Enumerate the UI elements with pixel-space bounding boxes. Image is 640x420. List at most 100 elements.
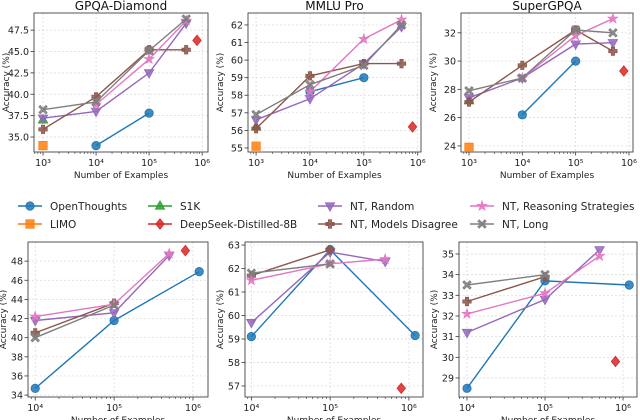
y-tick-label: 60: [231, 56, 243, 67]
series-nt-models-disagree: [246, 245, 335, 281]
plot-frame: [33, 12, 209, 153]
data-point-deepseek-distilled-8b: [619, 65, 629, 77]
y-tick-label: 32: [442, 311, 454, 322]
data-point-openthoughts: [517, 110, 527, 120]
y-tick-label: 62: [231, 20, 243, 31]
x-axis-label: Number of Examples: [71, 416, 166, 420]
y-tick-label: 28: [444, 85, 456, 96]
y-tick-label: 60: [228, 311, 240, 322]
series-line-nt-long: [251, 263, 331, 274]
data-point-nt-long: [517, 73, 528, 83]
data-point-openthoughts: [91, 140, 101, 151]
legend-marker-openthoughts: [25, 201, 35, 211]
series-line-nt-models-disagree: [466, 276, 546, 303]
x-tick-label: 10⁴: [88, 158, 104, 169]
chart-title: SuperGPQA: [512, 0, 582, 13]
plot-frame: [27, 241, 209, 398]
series-nt-random: [37, 19, 192, 125]
y-tick-label: 57: [228, 381, 240, 392]
y-tick-label: 42: [11, 314, 23, 325]
x-tick-label: 10³: [248, 158, 264, 169]
y-tick-label: 36: [11, 371, 23, 382]
series-line-openthoughts: [309, 77, 364, 93]
data-point-deepseek-distilled-8b: [407, 121, 418, 133]
y-tick-label: 48: [11, 257, 23, 268]
series-line-nt-long: [466, 274, 546, 286]
data-point-nt-random: [143, 69, 155, 79]
series-line-openthoughts: [34, 271, 200, 389]
series-nt-reasoning-strategies: [90, 14, 193, 110]
data-point-nt-long: [396, 20, 407, 30]
series-nt-random: [29, 251, 175, 327]
x-axis-label: Number of Examples: [500, 171, 595, 181]
data-point-openthoughts: [246, 332, 256, 342]
y-tick-label: 40: [11, 333, 23, 344]
y-tick-label: 56: [231, 126, 243, 137]
y-axis-label: Accuracy (%): [2, 53, 12, 113]
x-tick-label: 10⁵: [356, 158, 372, 169]
data-point-nt-long: [359, 60, 369, 71]
series-line-nt-long: [42, 18, 187, 111]
legend-item-s1k: S1K: [148, 199, 201, 213]
data-point-nt-models-disagree: [305, 71, 315, 81]
data-point-nt-models-disagree: [251, 124, 261, 134]
data-point-deepseek-distilled-8b: [610, 355, 621, 368]
y-tick-label: 40.0: [8, 90, 29, 101]
series-deepseek-distilled-8b: [619, 65, 629, 77]
data-point-nt-models-disagree: [325, 245, 335, 255]
data-point-openthoughts: [359, 73, 369, 83]
data-point-nt-long: [540, 269, 550, 280]
y-tick-label: 55: [231, 143, 243, 154]
x-axis-label: Number of Examples: [74, 171, 169, 181]
series-nt-reasoning-strategies: [303, 13, 408, 97]
data-point-nt-reasoning-strategies: [395, 13, 408, 25]
data-point-nt-long: [246, 268, 257, 279]
x-axis-label: Number of Examples: [287, 416, 382, 420]
y-axis-label: Accuracy (%): [0, 290, 9, 350]
data-point-nt-long: [91, 97, 101, 107]
data-point-openthoughts: [194, 267, 204, 277]
data-point-nt-random: [108, 309, 120, 319]
series-line-nt-models-disagree: [255, 62, 402, 130]
data-point-openthoughts: [30, 383, 40, 393]
series-line-nt-random: [42, 22, 187, 119]
series-nt-reasoning-strategies: [460, 249, 606, 320]
y-tick-label: 59: [231, 73, 243, 84]
data-point-nt-long: [462, 280, 472, 290]
data-point-nt-models-disagree: [608, 46, 618, 56]
data-point-nt-long: [570, 25, 581, 35]
y-tick-label: 61: [231, 38, 243, 49]
data-point-deepseek-distilled-8b: [180, 244, 191, 257]
data-point-nt-models-disagree: [38, 124, 48, 134]
chart-panel-3: 10³ 10⁴ 10⁵ 10⁶ 24 26 28 30 32 SuperGPQA Number of…: [429, 0, 637, 181]
data-point-nt-models-disagree: [464, 97, 474, 107]
x-tick-label: 10⁶: [615, 403, 631, 414]
data-point-nt-reasoning-strategies: [606, 12, 619, 24]
chart-title: GPQA-Diamond: [75, 0, 167, 13]
y-axis-label: Accuracy (%): [430, 290, 440, 350]
legend-item-limo: LIMO: [18, 219, 76, 231]
legend-label: NT, Reasoning Strategies: [502, 201, 634, 213]
series-nt-long: [246, 259, 335, 279]
x-axis-label: Number of Examples: [287, 171, 382, 181]
chart-title: MMLU Pro: [305, 0, 363, 13]
data-point-nt-long: [305, 79, 315, 90]
series-deepseek-distilled-8b: [396, 382, 406, 395]
y-tick-label: 35: [442, 249, 454, 260]
series-deepseek-distilled-8b: [407, 121, 418, 133]
y-axis-label: Accuracy (%): [216, 290, 226, 350]
series-nt-long: [30, 300, 119, 343]
data-point-nt-long: [251, 109, 261, 120]
series-line-nt-long: [468, 29, 613, 92]
legend-marker-deepseek-distilled-8b: [155, 218, 165, 230]
data-point-openthoughts: [624, 280, 634, 290]
data-point-openthoughts: [462, 383, 472, 393]
series-limo: [464, 142, 474, 152]
x-tick-label: 10⁶: [621, 158, 637, 169]
series-openthoughts: [30, 267, 204, 393]
series-line-nt-random: [468, 42, 613, 99]
series-line-openthoughts: [95, 112, 150, 147]
legend-label: NT, Random: [350, 201, 414, 213]
y-tick-label: 26: [444, 113, 456, 124]
series-nt-models-disagree: [30, 298, 119, 338]
